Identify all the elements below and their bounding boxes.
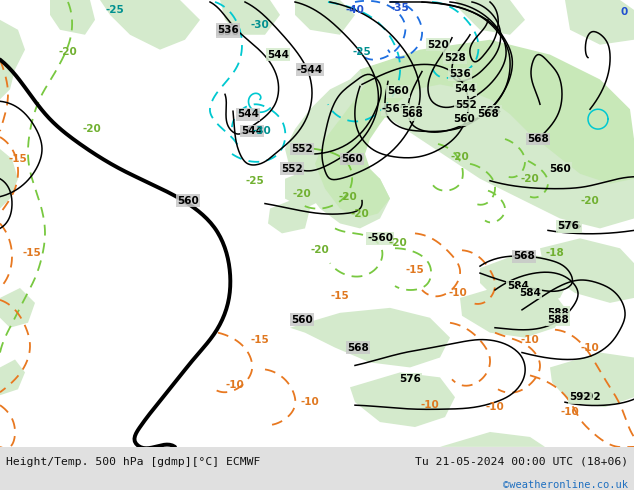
Text: 588: 588 [547, 308, 569, 318]
Text: -25: -25 [245, 176, 264, 186]
Text: 536: 536 [217, 25, 239, 35]
Text: -10: -10 [301, 397, 320, 407]
Text: 592: 592 [569, 392, 591, 402]
Text: -20: -20 [451, 152, 469, 162]
Text: 544: 544 [454, 84, 476, 95]
Text: 536: 536 [449, 70, 471, 79]
Text: -15: -15 [23, 248, 41, 258]
Text: -20: -20 [389, 238, 408, 248]
Text: -10: -10 [420, 400, 439, 410]
Text: -18: -18 [546, 248, 564, 258]
Polygon shape [290, 308, 450, 368]
Text: -35: -35 [391, 3, 410, 13]
Text: 552: 552 [455, 100, 477, 110]
Text: 568: 568 [477, 109, 499, 119]
Text: 560: 560 [341, 154, 363, 164]
Text: Height/Temp. 500 hPa [gdmp][°C] ECMWF: Height/Temp. 500 hPa [gdmp][°C] ECMWF [6, 457, 261, 467]
Text: 568: 568 [527, 134, 549, 144]
Text: -10: -10 [560, 407, 579, 417]
Text: -40: -40 [346, 5, 365, 15]
Text: -25: -25 [353, 47, 372, 57]
Text: 552: 552 [291, 144, 313, 154]
Text: 576: 576 [559, 221, 581, 231]
Text: -560: -560 [382, 104, 408, 114]
Text: -15: -15 [330, 291, 349, 301]
Text: 584: 584 [507, 281, 529, 291]
Text: 568: 568 [401, 109, 423, 119]
Polygon shape [220, 0, 280, 35]
Text: 560: 560 [453, 114, 475, 124]
Polygon shape [540, 238, 634, 303]
Text: -20: -20 [82, 124, 101, 134]
Text: -20: -20 [293, 189, 311, 198]
Polygon shape [455, 0, 525, 35]
Polygon shape [350, 372, 455, 427]
Polygon shape [268, 198, 310, 233]
Text: 588: 588 [547, 315, 569, 325]
Text: -20: -20 [351, 209, 370, 219]
Polygon shape [285, 169, 330, 209]
Text: -20: -20 [311, 245, 330, 255]
Polygon shape [460, 283, 565, 338]
Polygon shape [0, 20, 25, 99]
Text: 584: 584 [519, 288, 541, 298]
Text: -10: -10 [486, 402, 505, 412]
Text: -20: -20 [581, 196, 599, 206]
Text: -15: -15 [406, 265, 424, 275]
Polygon shape [550, 352, 634, 407]
Text: -10: -10 [449, 288, 467, 298]
Text: 544: 544 [241, 126, 263, 136]
Text: 568: 568 [347, 343, 369, 353]
Text: 536: 536 [217, 27, 239, 37]
Text: Tu 21-05-2024 00:00 UTC (18+06): Tu 21-05-2024 00:00 UTC (18+06) [415, 457, 628, 467]
Text: 544: 544 [237, 109, 259, 119]
Polygon shape [50, 0, 95, 35]
Polygon shape [480, 253, 570, 308]
Text: 528: 528 [444, 52, 466, 63]
Text: 576: 576 [557, 221, 579, 231]
Text: 520: 520 [427, 40, 449, 49]
Text: -30: -30 [252, 126, 271, 136]
Text: 560: 560 [387, 86, 409, 97]
Text: -10: -10 [581, 343, 599, 353]
Text: 592: 592 [579, 392, 601, 402]
Text: -10: -10 [521, 335, 540, 344]
Text: 568: 568 [401, 106, 423, 116]
Text: -20: -20 [339, 192, 358, 201]
Text: -544: -544 [297, 65, 323, 74]
Text: -30: -30 [250, 20, 269, 30]
Text: 552: 552 [281, 164, 303, 174]
Text: 576: 576 [399, 374, 421, 384]
Polygon shape [100, 0, 200, 49]
Polygon shape [295, 0, 355, 35]
Polygon shape [315, 40, 634, 219]
Text: -560: -560 [367, 233, 393, 244]
Text: 560: 560 [177, 196, 199, 206]
Text: 560: 560 [291, 315, 313, 325]
Polygon shape [285, 49, 634, 228]
Polygon shape [0, 149, 18, 209]
Text: ©weatheronline.co.uk: ©weatheronline.co.uk [503, 480, 628, 490]
Polygon shape [310, 129, 360, 174]
Text: -25: -25 [106, 5, 124, 15]
Polygon shape [440, 432, 545, 447]
Text: 568: 568 [479, 106, 501, 116]
Text: 0: 0 [621, 7, 628, 17]
Text: 560: 560 [549, 164, 571, 174]
Text: -15: -15 [250, 335, 269, 344]
Polygon shape [0, 360, 25, 395]
Text: -15: -15 [9, 154, 27, 164]
Text: 544: 544 [267, 49, 289, 60]
Text: -20: -20 [58, 47, 77, 57]
Text: -20: -20 [521, 174, 540, 184]
Text: -10: -10 [226, 380, 244, 391]
Polygon shape [0, 288, 35, 328]
Polygon shape [565, 0, 634, 45]
Text: 568: 568 [513, 251, 535, 261]
